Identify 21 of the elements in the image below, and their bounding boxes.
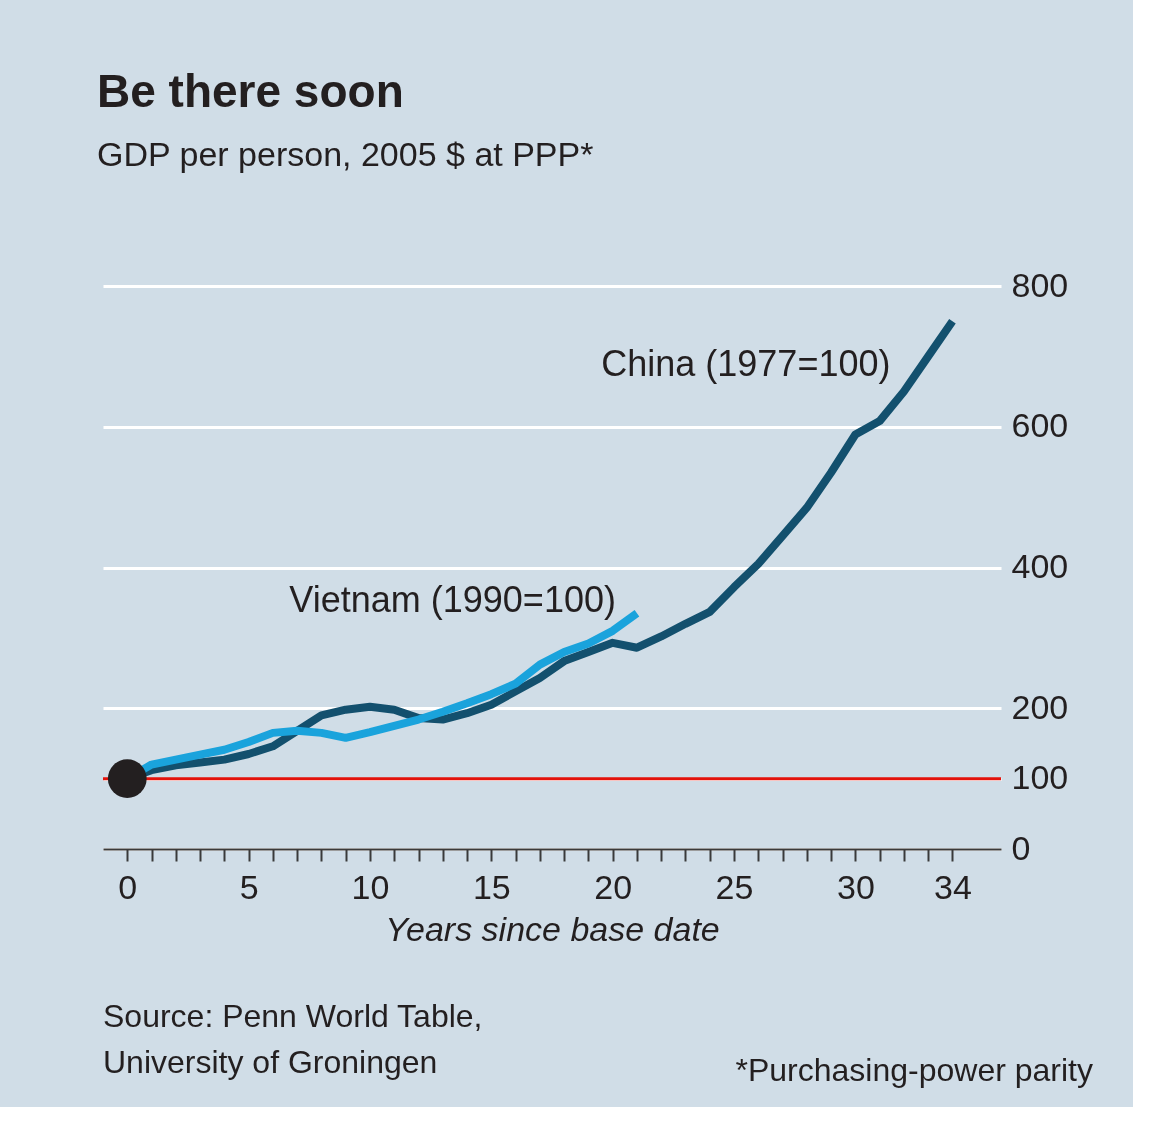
source-note: Source: Penn World Table, University of Groningen (103, 998, 483, 1080)
x-tick-label: 5 (239, 867, 259, 906)
x-tick-label: 30 (836, 867, 875, 906)
chart-title: Be there soon (97, 65, 404, 117)
y-tick-label: 100 (1011, 758, 1069, 797)
x-tick-label: 0 (118, 867, 138, 906)
x-tick-label: 34 (934, 867, 972, 906)
x-axis-title: Years since base date (385, 909, 720, 948)
x-tick-label: 10 (351, 867, 390, 906)
y-tick-label: 200 (1011, 687, 1069, 726)
x-tick-label: 20 (594, 867, 633, 906)
series-label: Vietnam (1990=100) (289, 579, 616, 621)
y-tick-label: 0 (1011, 828, 1031, 867)
series-label: China (1977=100) (601, 343, 891, 385)
chart-subtitle: GDP per person, 2005 $ at PPP* (97, 135, 594, 173)
x-tick-label: 15 (472, 867, 511, 906)
text: *Purchasing-power parity (735, 1052, 1093, 1088)
y-tick-label: 800 (1011, 265, 1069, 304)
y-tick-label: 600 (1011, 406, 1069, 445)
y-tick-label: 400 (1011, 547, 1069, 585)
x-tick-label: 25 (715, 867, 754, 906)
